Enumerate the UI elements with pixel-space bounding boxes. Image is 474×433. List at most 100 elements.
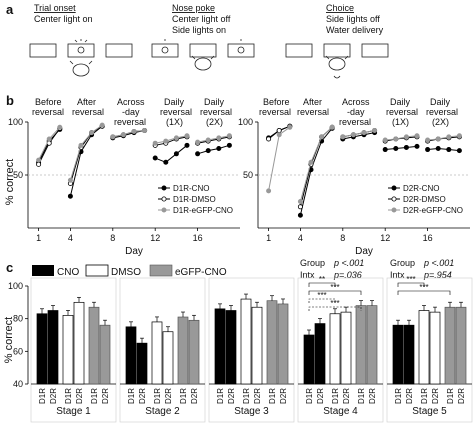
data-point-D1R-eGFP-CNO (173, 135, 179, 141)
data-point-D2R-CNO (297, 212, 303, 218)
data-point-D2R-eGFP-CNO (425, 137, 431, 143)
header-daily2x-1-r: Daily (430, 97, 451, 107)
stage4-intx-label: Intx (300, 270, 315, 280)
legend-label-cno: CNO (57, 267, 79, 278)
stage-label: Stage 3 (234, 406, 269, 417)
header-before-1-r: Before (263, 97, 290, 107)
bar-DMSO-D2R (162, 331, 174, 385)
data-point-D1R-CNO (152, 155, 158, 161)
y-tick-label: 100 (8, 281, 23, 291)
panel-label-b: b (6, 93, 14, 108)
x-tick-label: 1 (36, 233, 41, 243)
header-across-1: Across (117, 97, 145, 107)
series-line-D2R-eGFP-CNO (342, 129, 375, 138)
bar-CNO-D1R (303, 334, 315, 385)
data-point-D2R-DMSO (276, 127, 282, 133)
x-tick-label: D1R (38, 388, 47, 404)
series-line-D1R-DMSO (197, 136, 230, 144)
data-point-D1R-eGFP-CNO (110, 134, 116, 140)
data-point-D2R-CNO (435, 145, 441, 151)
data-point-D2R-DMSO (266, 136, 272, 142)
series-line-D2R-DMSO (385, 136, 418, 142)
x-tick-label: 16 (193, 233, 203, 243)
header-daily1x-2-r: reversal (386, 107, 418, 117)
series-line-D1R-DMSO (155, 136, 188, 146)
stage-box (297, 277, 384, 423)
stage4-group-p: p <.001 (333, 258, 364, 268)
significance-bracket (308, 298, 336, 303)
series-line-D2R-CNO (342, 132, 375, 140)
data-point-D2R-eGFP-CNO (393, 136, 399, 142)
stage-label: Stage 1 (56, 406, 91, 417)
legend-label-D1R-DMSO: D1R-DMSO (173, 195, 216, 204)
header-daily2x-3-r: (2X) (432, 117, 449, 127)
significance-bracket (397, 282, 425, 287)
data-point-D2R-eGFP-CNO (435, 136, 441, 142)
data-point-D2R-CNO (403, 144, 409, 150)
x-tick-label: D1R (216, 388, 225, 404)
x-tick-label: D2R (49, 388, 58, 404)
data-point-D1R-eGFP-CNO (163, 138, 169, 144)
legend-marker-D1R-DMSO (161, 196, 167, 202)
x-tick-label: D2R (405, 388, 414, 404)
stage-box (208, 277, 295, 423)
data-point-D2R-eGFP-CNO (340, 134, 346, 140)
x-tick-label: D2R (164, 388, 173, 404)
step-desc-choice-1: Side lights off (326, 14, 380, 24)
x-tick-label: D1R (331, 388, 340, 404)
data-point-D1R-eGFP-CNO (131, 129, 137, 135)
data-point-D2R-DMSO (297, 204, 303, 210)
series-line-D1R-CNO (155, 144, 188, 163)
x-tick-label: D2R (368, 388, 377, 404)
y-tick-label: 40 (13, 379, 23, 389)
data-point-D2R-eGFP-CNO (382, 137, 388, 143)
data-point-D1R-eGFP-CNO (205, 137, 211, 143)
data-point-D1R-eGFP-CNO (195, 139, 201, 145)
data-point-D2R-eGFP-CNO (372, 127, 378, 133)
data-point-D1R-CNO (216, 145, 222, 151)
stage5-group-label: Group (390, 258, 415, 268)
x-axis-label: Day (355, 246, 373, 257)
legend-marker-D1R-eGFP-CNO (161, 207, 167, 213)
bar-CNO-D2R (136, 342, 148, 385)
bar-CNO-D2R (403, 324, 415, 385)
series-line-D2R-eGFP-CNO (299, 126, 333, 202)
data-point-D2R-eGFP-CNO (350, 132, 356, 138)
panel-label-a: a (6, 2, 14, 17)
x-tick-label: D2R (190, 388, 199, 404)
step-title-trial-onset: Trial onset (34, 3, 76, 13)
series-line-D1R-CNO (197, 144, 230, 155)
legend-label-dmso: DMSO (111, 267, 141, 278)
panel-b-ylabel: % correct (4, 159, 16, 205)
header-across-2: -day (122, 107, 140, 117)
x-tick-label: D1R (153, 388, 162, 404)
bar-legend: CNO DMSO eGFP-CNO (32, 264, 227, 278)
data-point-D2R-CNO (456, 148, 462, 154)
data-point-D2R-eGFP-CNO (414, 133, 420, 139)
header-daily2x-1: Daily (204, 97, 225, 107)
x-tick-label: 4 (68, 233, 73, 243)
data-point-D2R-CNO (446, 147, 452, 153)
significance-bracket (308, 290, 362, 295)
data-point-D1R-DMSO (36, 161, 42, 167)
panel-c-ylabel: % correct (3, 317, 15, 363)
data-point-D2R-eGFP-CNO (329, 124, 335, 130)
series-line-D2R-DMSO (427, 136, 460, 142)
series-line-D2R-CNO (427, 147, 460, 152)
bar-DMSO-D2R (251, 306, 263, 385)
data-point-D2R-eGFP-CNO (266, 188, 272, 194)
x-tick-label: 8 (110, 233, 115, 243)
line-chart-d2r: 50 100 1 4 8 12 16 Day D2R-CNO D2R-DMSO D2R-eGFP-C… (238, 117, 470, 257)
series-line-D1R-eGFP-CNO (112, 129, 145, 138)
step-title-nose-poke: Nose poke (172, 3, 215, 13)
bar-eGFP-CNO-D2R (277, 303, 289, 385)
x-tick-label: D2R (75, 388, 84, 404)
step-title-choice: Choice (326, 3, 354, 13)
bar-eGFP-CNO-D2R (188, 319, 200, 385)
x-tick-label: D2R (316, 388, 325, 404)
series-line-D1R-eGFP-CNO (197, 135, 230, 143)
x-tick-label: D2R (101, 388, 110, 404)
data-point-D1R-eGFP-CNO (36, 157, 42, 163)
